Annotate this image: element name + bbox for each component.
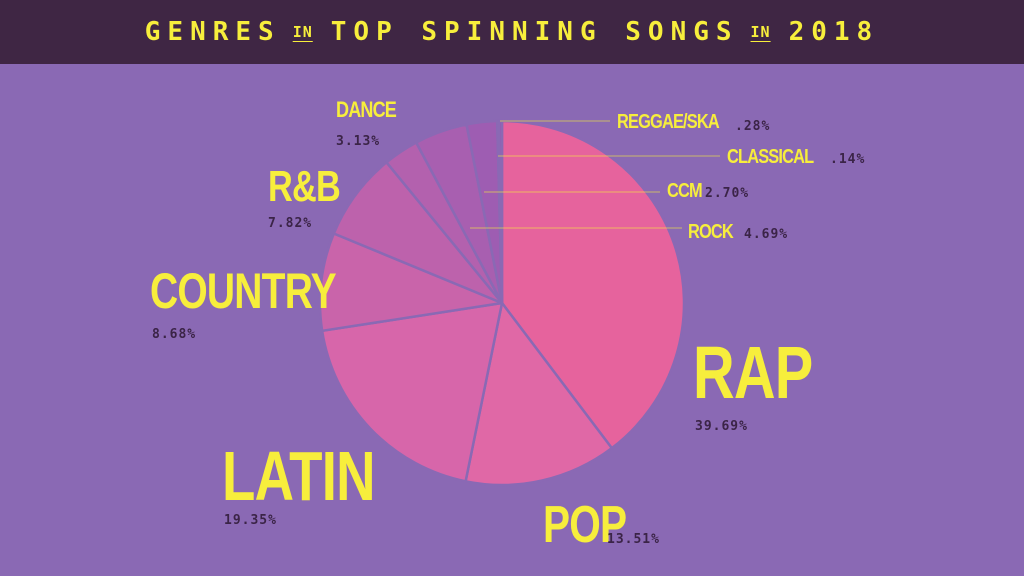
value-label-country: 8.68% (152, 327, 196, 342)
title-part-songs: TOP SPINNING SONGS (330, 17, 739, 47)
label-reggae-ska: REGGAE/SKA (617, 109, 720, 132)
label-dance: DANCE (336, 98, 396, 122)
label-r-b: R&B (268, 162, 340, 211)
value-label-rock: 4.69% (744, 227, 788, 242)
title-part-year: 2018 (788, 17, 880, 47)
slice-latin (320, 301, 504, 483)
value-label-latin: 19.35% (224, 513, 277, 528)
slice-country (318, 232, 504, 333)
title-in-2: IN (750, 23, 771, 41)
value-label-classical: .14% (830, 152, 865, 167)
value-label-reggae-ska: .28% (735, 119, 770, 134)
label-pop: POP (543, 495, 626, 553)
chart-title: GENRES IN TOP SPINNING SONGS IN 2018 (0, 0, 1024, 64)
label-classical: CLASSICAL (727, 144, 814, 167)
label-ccm: CCM (667, 178, 702, 201)
slice-rap (500, 119, 686, 450)
value-label-r-b: 7.82% (268, 216, 312, 231)
label-rock: ROCK (688, 219, 734, 242)
title-in-1: IN (292, 23, 313, 41)
label-country: COUNTRY (150, 262, 337, 319)
label-latin: LATIN (222, 438, 375, 516)
value-label-dance: 3.13% (336, 134, 380, 149)
title-part-genres: GENRES (144, 17, 281, 47)
label-rap: RAP (693, 332, 813, 415)
value-label-pop: 13.51% (607, 532, 660, 547)
slice-pop (464, 301, 614, 487)
value-label-rap: 39.69% (695, 419, 748, 434)
value-label-ccm: 2.70% (705, 186, 749, 201)
